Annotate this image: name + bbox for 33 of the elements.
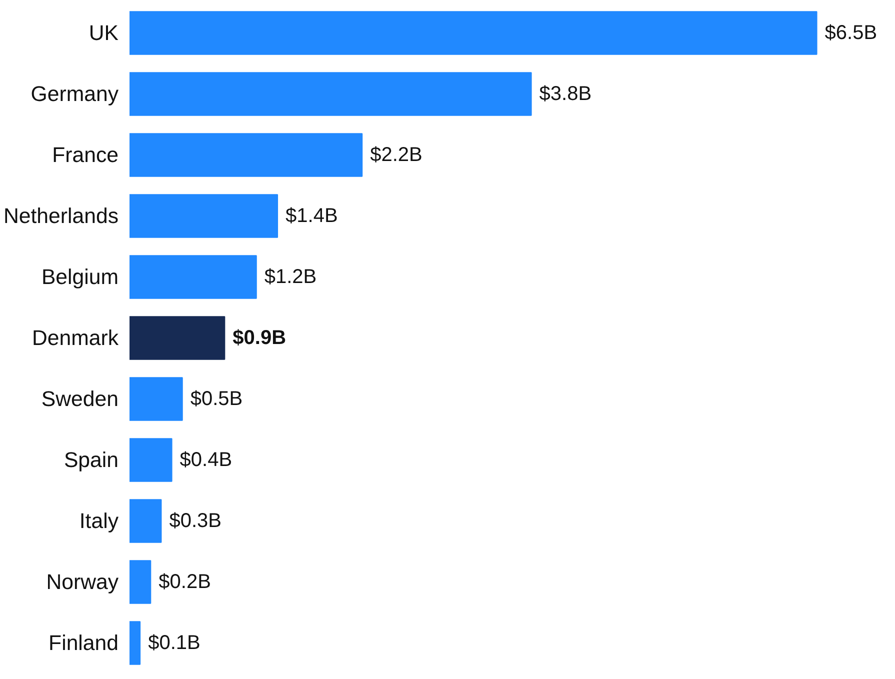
y-tick-label: Netherlands [3, 204, 119, 228]
y-tick-label: Spain [64, 448, 119, 472]
y-tick-label: Belgium [41, 265, 119, 289]
y-tick-label: Italy [79, 509, 119, 533]
bar [130, 11, 818, 55]
bar [130, 194, 278, 238]
y-tick-label: Sweden [41, 387, 119, 411]
bar [130, 377, 183, 421]
data-label: $2.2B [370, 144, 422, 166]
bar [130, 255, 257, 299]
bar [130, 438, 172, 482]
data-label: $1.2B [264, 266, 317, 288]
data-label: $6.5B [824, 22, 878, 44]
data-label: $0.3B [169, 510, 222, 532]
y-tick-label: France [52, 143, 119, 167]
bar [130, 499, 162, 543]
y-tick-label: Finland [48, 631, 118, 655]
data-label: $0.2B [158, 571, 211, 593]
bar [130, 133, 363, 177]
bar [130, 621, 141, 665]
data-label: $3.8B [539, 83, 592, 105]
y-tick-label: Germany [30, 82, 119, 106]
data-label: $0.9B [232, 327, 286, 349]
bar [130, 72, 532, 116]
y-tick-label: UK [88, 21, 119, 45]
bar [130, 560, 152, 604]
data-label: $0.5B [190, 388, 243, 410]
data-label: $0.4B [180, 449, 232, 471]
data-label: $0.1B [148, 632, 200, 654]
y-tick-label: Denmark [32, 326, 119, 350]
y-tick-label: Norway [46, 570, 119, 594]
bar [130, 316, 226, 360]
data-label: $1.4B [286, 205, 338, 227]
